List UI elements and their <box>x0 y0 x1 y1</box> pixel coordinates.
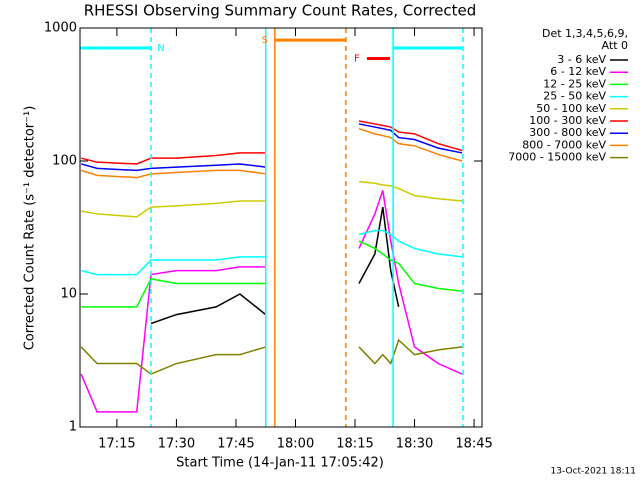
legend-label: 50 - 100 keV <box>536 102 606 115</box>
legend-label: 6 - 12 keV <box>550 65 606 78</box>
series-line <box>358 180 463 202</box>
legend-title: Att 0 <box>602 39 628 52</box>
y-tick-label: 1000 <box>44 21 77 36</box>
series-line <box>150 293 267 325</box>
series-line <box>80 266 266 413</box>
chart-title: RHESSI Observing Summary Count Rates, Co… <box>84 2 477 20</box>
series-line <box>358 120 463 152</box>
legend-label: 800 - 7000 keV <box>522 138 606 151</box>
plot-frame <box>79 27 483 428</box>
flag-label: F <box>354 53 360 64</box>
flag-label: S <box>262 35 268 46</box>
x-tick-label: 17:15 <box>98 437 135 452</box>
x-tick-label: 18:30 <box>396 437 433 452</box>
y-tick-label: 100 <box>52 154 77 169</box>
legend-label: 300 - 800 keV <box>529 126 606 139</box>
x-tick-label: 17:45 <box>217 437 254 452</box>
legend-label: 25 - 50 keV <box>543 90 606 103</box>
series-line <box>80 169 266 179</box>
x-tick-label: 18:15 <box>336 437 373 452</box>
series-line <box>81 200 266 218</box>
legend-label: 3 - 6 keV <box>557 53 606 66</box>
legend-title: Det 1,3,4,5,6,9, <box>542 27 628 40</box>
series-line <box>81 278 266 308</box>
series-line <box>81 152 266 165</box>
series-line <box>80 346 266 375</box>
flag-label: N <box>157 43 164 54</box>
series-line <box>358 229 463 258</box>
y-tick-label: 1 <box>69 420 77 435</box>
legend-label: 12 - 25 keV <box>543 77 606 90</box>
series-line <box>81 256 266 276</box>
y-axis-label: Corrected Count Rate (s⁻¹ detector⁻¹) <box>23 106 38 351</box>
x-tick-label: 18:00 <box>277 437 314 452</box>
series-line <box>358 240 463 292</box>
series-line <box>358 338 463 366</box>
legend-label: 100 - 300 keV <box>529 114 606 127</box>
x-tick-label: 18:45 <box>455 437 492 452</box>
series-line <box>358 123 463 154</box>
series-line <box>80 163 266 172</box>
footer: 13-Oct-2021 18:11 <box>551 467 636 477</box>
x-tick-label: 17:30 <box>158 437 195 452</box>
x-axis-label: Start Time (14-Jan-11 17:05:42) <box>176 456 384 471</box>
y-tick-label: 10 <box>60 287 77 302</box>
series-line <box>358 127 463 162</box>
legend-label: 7000 - 15000 keV <box>508 151 606 164</box>
